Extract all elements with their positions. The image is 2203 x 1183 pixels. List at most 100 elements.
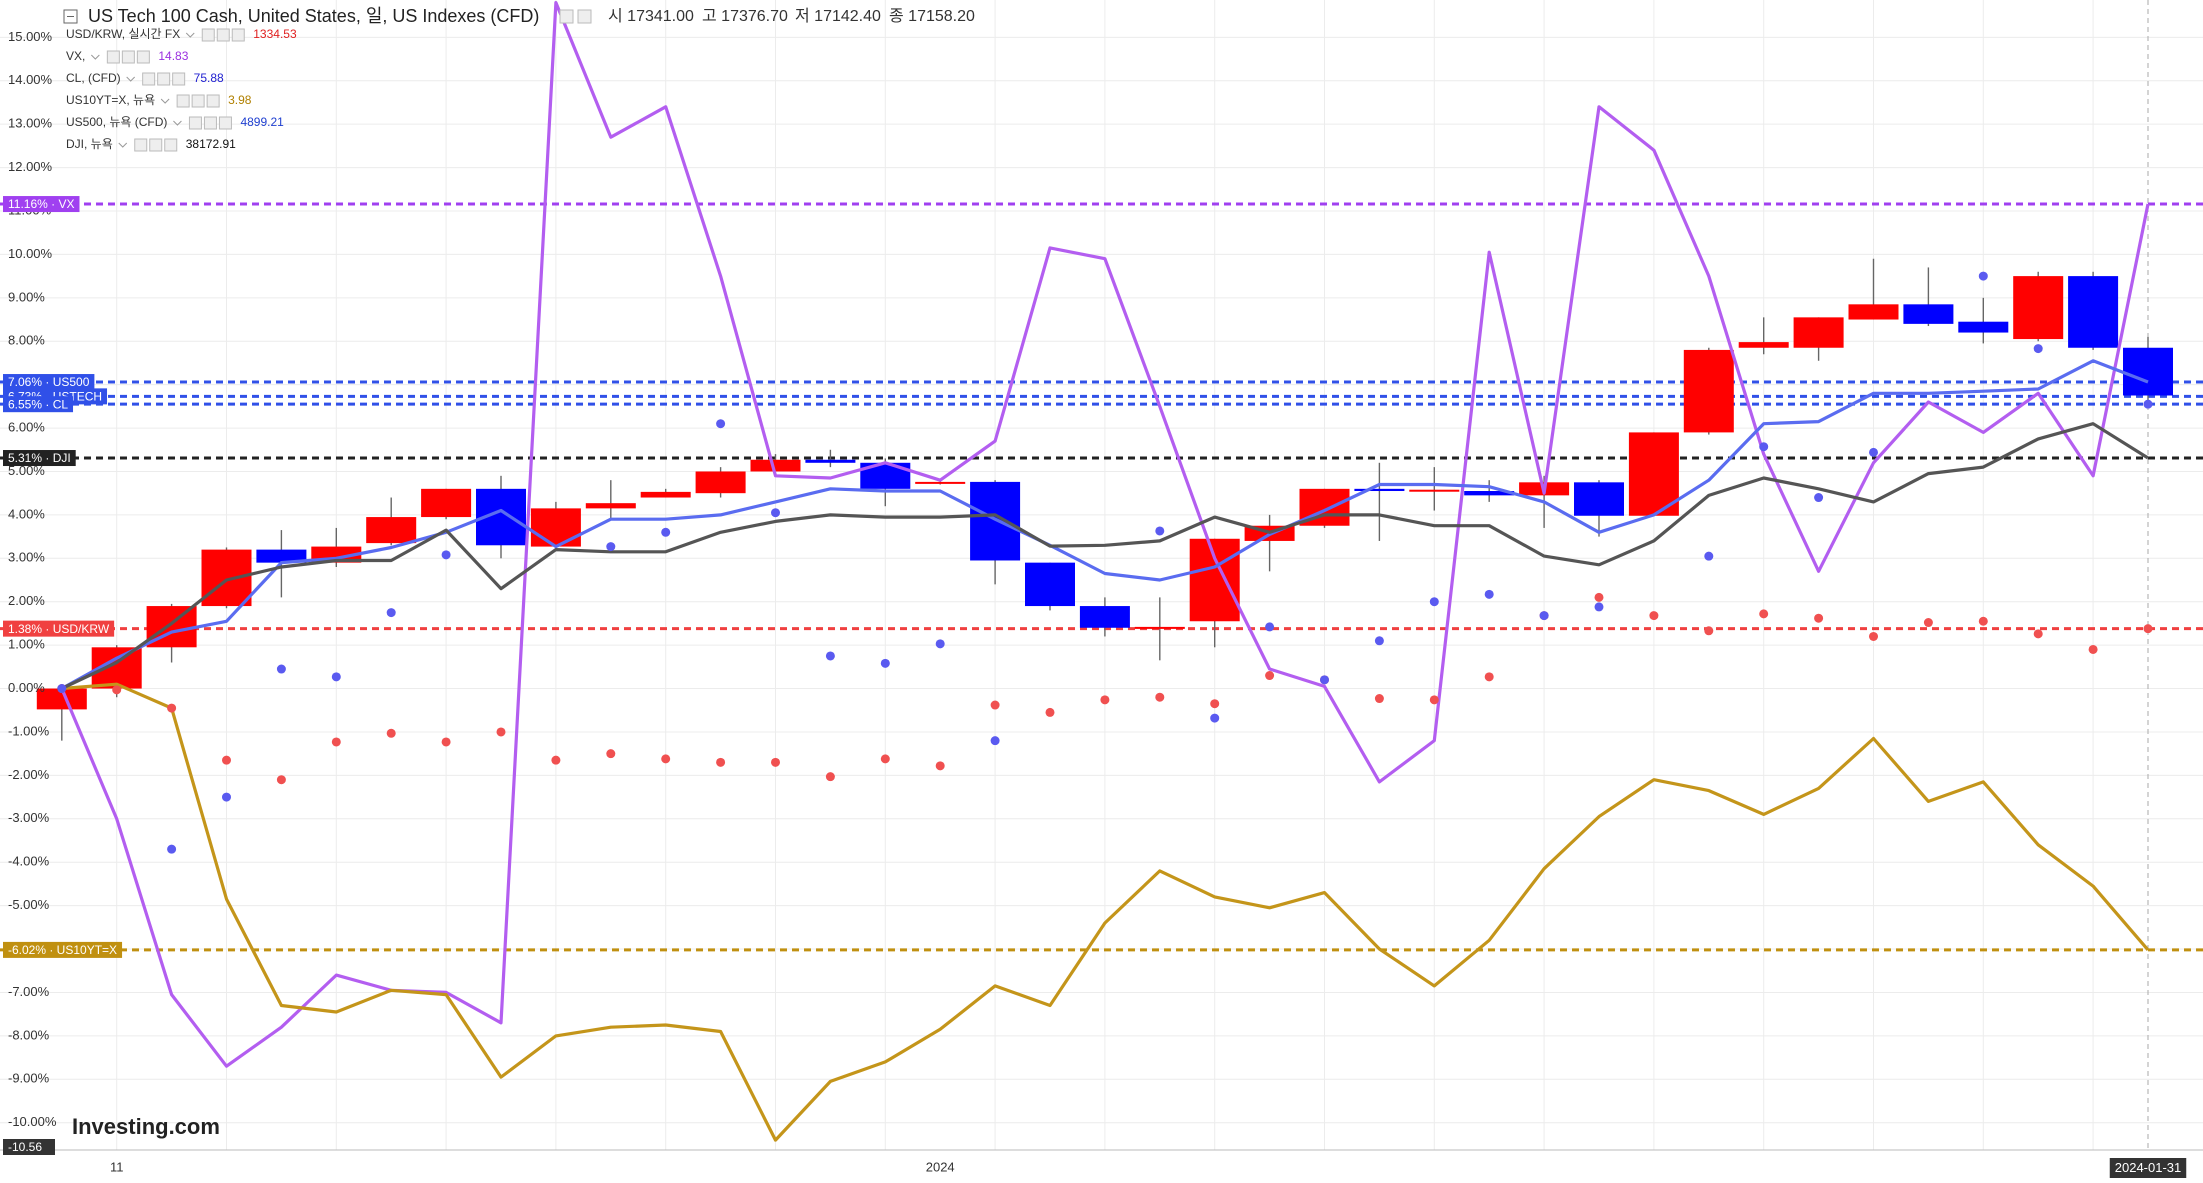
legend-caret — [173, 120, 182, 126]
series-dot — [606, 542, 616, 552]
series-dot — [276, 775, 286, 785]
candle-body — [970, 481, 1021, 561]
series-dot — [112, 685, 122, 695]
series-dot — [2143, 624, 2153, 634]
series-dot — [2088, 644, 2098, 654]
y-cursor-box — [3, 1139, 55, 1155]
series-dot — [1265, 622, 1275, 632]
series-dot — [1100, 695, 1110, 705]
legend-icon[interactable] — [191, 94, 205, 108]
candle-body — [1958, 321, 2009, 333]
legend-icon[interactable] — [218, 116, 232, 130]
legend-icon[interactable] — [203, 116, 217, 130]
legend-name: CL, (CFD) — [66, 71, 121, 85]
legend-icon[interactable] — [188, 116, 202, 130]
legend-value: 3.98 — [228, 93, 252, 107]
series-dot — [1978, 616, 1988, 626]
series-dot — [716, 757, 726, 767]
candle-body — [640, 491, 691, 498]
candle-body — [366, 517, 417, 544]
y-tick-label: 12.00% — [8, 159, 53, 174]
series-line — [61, 682, 2150, 1142]
series-dot — [222, 792, 231, 802]
price-label-box — [3, 620, 115, 637]
series-dot — [1484, 589, 1494, 599]
series-dot — [1978, 271, 1988, 281]
series-dot — [1704, 626, 1714, 636]
legend-icon[interactable] — [157, 72, 171, 86]
legend-icon[interactable] — [121, 50, 135, 64]
candle-body — [2013, 276, 2064, 340]
candle-body — [750, 459, 801, 472]
y-tick-label: 15.00% — [8, 29, 53, 44]
series-dot — [1155, 692, 1165, 702]
title-icon — [559, 9, 574, 24]
legend-value: 38172.91 — [186, 137, 236, 151]
candle-body — [1793, 317, 1844, 348]
ohlc-value: 저 17142.40 — [795, 7, 881, 25]
legend-icon[interactable] — [149, 138, 163, 152]
price-label: 11.16% · VX — [8, 197, 74, 211]
series-dot — [771, 508, 780, 518]
series-dot — [1649, 611, 1659, 621]
legend-icon[interactable] — [231, 28, 245, 42]
legend-name: US10YT=X, 뉴욕 — [66, 93, 155, 107]
candle-body — [585, 503, 636, 509]
candle-body — [1189, 538, 1240, 622]
price-label: -6.02% · US10YT=X — [8, 943, 117, 957]
price-label-box — [3, 941, 123, 958]
candle-body — [256, 549, 307, 563]
y-tick-label: -5.00% — [8, 897, 50, 912]
series-dot — [331, 672, 341, 682]
legend-icon[interactable] — [176, 94, 190, 108]
legend-icon[interactable] — [172, 72, 186, 86]
series-dot — [990, 736, 1000, 746]
candle-body — [2068, 276, 2119, 348]
series-dot — [167, 703, 177, 713]
legend-icon[interactable] — [216, 28, 230, 42]
legend-icon[interactable] — [142, 72, 156, 86]
ohlc-value: 종 17158.20 — [889, 8, 975, 25]
candle-body — [805, 459, 856, 463]
legend-icon[interactable] — [201, 28, 215, 42]
series-dot — [1265, 671, 1275, 681]
y-tick-label: 1.00% — [8, 637, 45, 652]
legend-name: USD/KRW, 실시간 FX — [66, 27, 180, 41]
legend-icon[interactable] — [136, 50, 150, 64]
collapse-icon[interactable] — [63, 9, 78, 24]
legend-name: US500, 뉴욕 (CFD) — [66, 115, 167, 129]
series-dot — [1704, 551, 1714, 561]
marks — [36, 1, 2173, 1142]
legend-name: DJI, 뉴욕 — [66, 137, 113, 151]
candle-body — [201, 549, 252, 607]
y-tick-label: -4.00% — [8, 854, 50, 869]
legend-icon[interactable] — [164, 138, 178, 152]
series-dot — [661, 754, 671, 764]
series-dot — [1759, 609, 1769, 619]
price-label: 5.31% · DJI — [8, 451, 71, 465]
chart-title: US Tech 100 Cash, United States, 일, US I… — [88, 6, 539, 26]
y-tick-label: -1.00% — [8, 723, 50, 738]
legend-icon[interactable] — [106, 50, 120, 64]
series-dot — [57, 684, 67, 694]
candle-body — [530, 508, 581, 547]
series-dot — [1045, 707, 1055, 717]
series-dot — [1429, 597, 1439, 607]
y-tick-label: -2.00% — [8, 767, 50, 782]
series-dot — [551, 755, 561, 765]
candle-body — [1848, 304, 1899, 320]
y-tick-label: -3.00% — [8, 810, 50, 825]
series-dot — [2033, 629, 2043, 639]
series-dot — [606, 749, 616, 759]
legend-value: 1334.53 — [253, 27, 297, 41]
series-dot — [1374, 636, 1384, 646]
y-cursor-label: -10.56 — [8, 1140, 42, 1154]
legend-icon[interactable] — [134, 138, 148, 152]
candle-body — [695, 471, 746, 494]
series-dot — [1484, 672, 1494, 682]
series-dot — [825, 651, 835, 661]
legend-name: VX, — [66, 49, 85, 63]
y-tick-label: 10.00% — [8, 246, 53, 261]
price-label-box — [3, 450, 76, 467]
legend-icon[interactable] — [206, 94, 220, 108]
